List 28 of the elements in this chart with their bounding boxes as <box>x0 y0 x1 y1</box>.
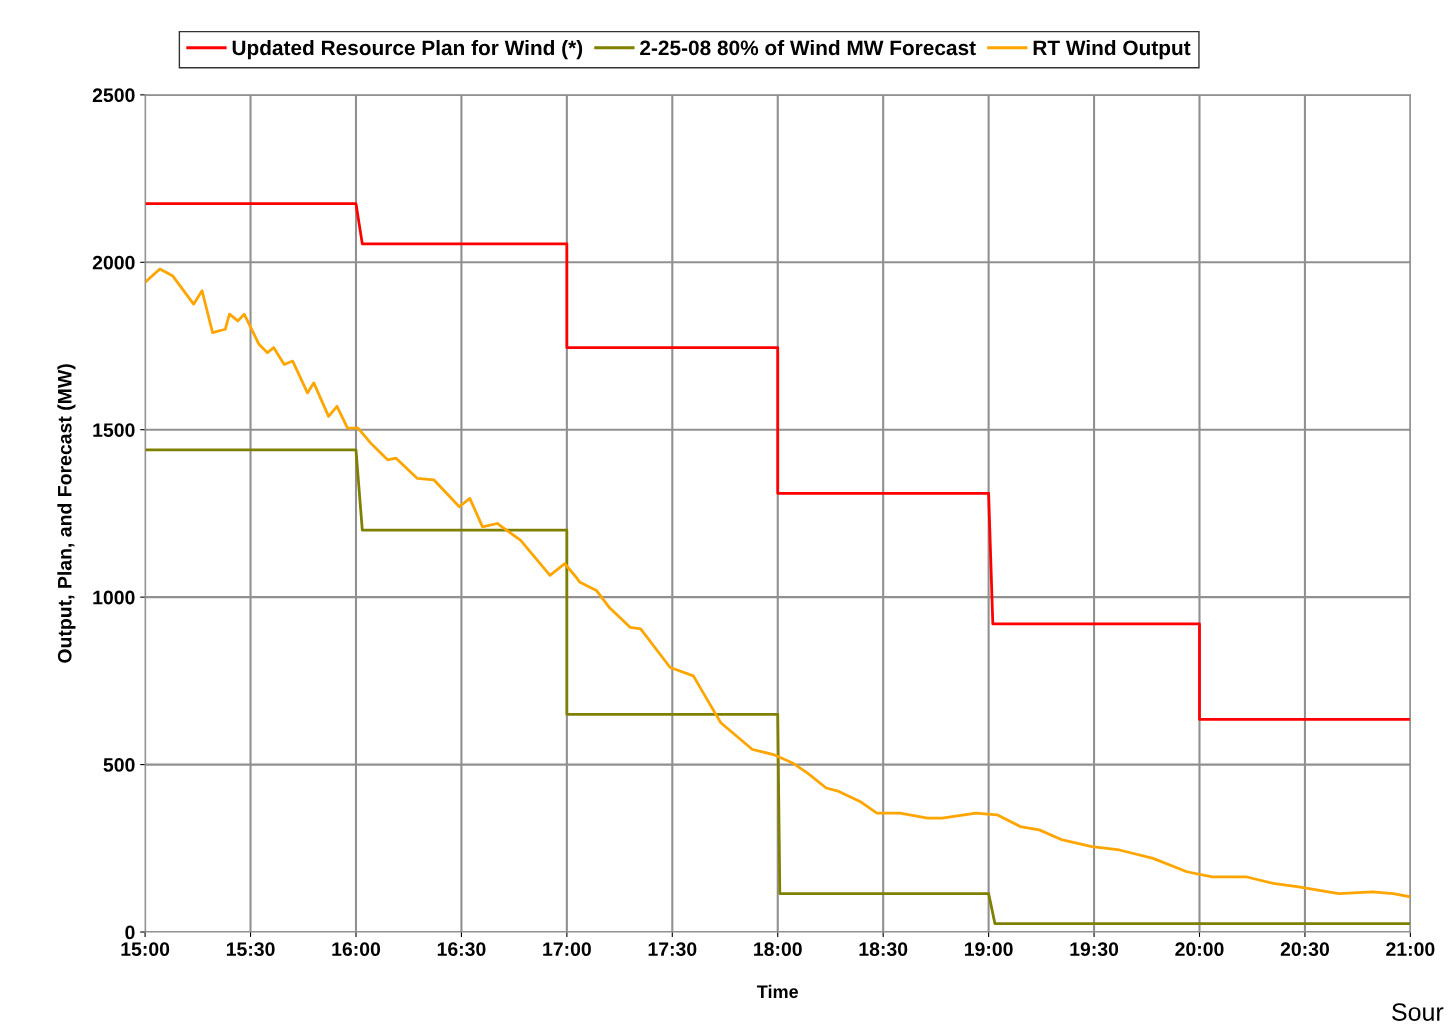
x-tick-label: 20:00 <box>1175 942 1224 957</box>
line-series <box>145 267 1411 899</box>
legend-label: RT Wind Output <box>1033 39 1191 60</box>
y-tick-label: 2500 <box>92 88 135 103</box>
y-tick-label: 2000 <box>92 255 135 270</box>
x-tick-label: 19:00 <box>964 942 1013 957</box>
x-axis-title: Time <box>757 984 799 999</box>
line-series <box>145 202 1411 721</box>
legend-label: Updated Resource Plan for Wind (*) <box>232 39 583 60</box>
legend-label: 2-25-08 80% of Wind MW Forecast <box>640 39 976 56</box>
x-tick-label: 16:30 <box>437 942 486 957</box>
x-tick-label: 15:00 <box>121 942 170 957</box>
x-tick-label: 16:00 <box>332 942 381 957</box>
x-tick-label: 19:30 <box>1070 942 1119 957</box>
x-tick-label: 18:30 <box>859 942 908 957</box>
text: Sour <box>1392 1003 1444 1021</box>
y-tick-label: 500 <box>103 758 135 772</box>
y-tick-label: 0 <box>125 925 135 940</box>
x-tick-label: 20:30 <box>1280 942 1329 957</box>
x-tick-label: 17:00 <box>543 942 591 957</box>
x-tick-label: 15:30 <box>226 942 275 957</box>
line-series <box>145 448 1411 926</box>
y-axis-title: Output, Plan, and Forecast (MW) <box>57 364 76 663</box>
x-tick-label: 18:00 <box>754 942 802 957</box>
x-tick-label: 17:30 <box>648 942 697 957</box>
y-tick-label: 1000 <box>93 590 135 605</box>
y-tick-label: 1500 <box>93 423 135 437</box>
x-tick-label: 21:00 <box>1386 942 1435 957</box>
